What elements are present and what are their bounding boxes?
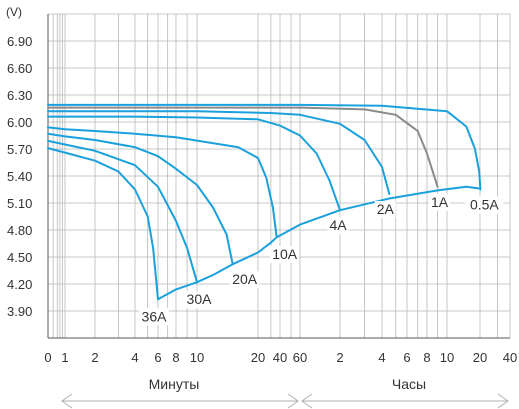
x-tick-label: 20 bbox=[473, 350, 487, 365]
y-tick-label: 6.90 bbox=[7, 34, 32, 49]
series-line-20A bbox=[47, 132, 234, 266]
x-tick-label: 8 bbox=[423, 350, 430, 365]
x-tick-label: 4 bbox=[131, 350, 138, 365]
x-tick-label: 4 bbox=[378, 350, 385, 365]
series-label-bg bbox=[139, 308, 169, 326]
discharge-curves bbox=[47, 103, 482, 301]
series-label-bg bbox=[465, 196, 504, 214]
series-label-bg bbox=[184, 291, 214, 309]
x-tick-label: 0 bbox=[44, 350, 51, 365]
x-tick-label: 20 bbox=[251, 350, 265, 365]
x-tick-label: 1 bbox=[61, 350, 68, 365]
arrow-head-icon bbox=[497, 393, 509, 409]
series-line-1A bbox=[47, 106, 439, 188]
series-label-bg bbox=[327, 217, 349, 235]
x-axis-groups: Минуты Часы bbox=[61, 376, 509, 409]
series-line-4A bbox=[47, 115, 341, 212]
series-label-bg bbox=[269, 246, 300, 264]
series-label-10A: 10A bbox=[272, 246, 298, 262]
x-tick-label: 10 bbox=[440, 350, 454, 365]
x-tick-label: 2 bbox=[336, 350, 343, 365]
series-line-30A bbox=[47, 139, 198, 284]
y-tick-label: 5.70 bbox=[7, 142, 32, 157]
series-line-2A bbox=[47, 110, 391, 195]
series-label-bg bbox=[429, 193, 451, 211]
y-tick-label: 4.50 bbox=[7, 250, 32, 265]
axes bbox=[47, 14, 510, 339]
x-tick-label: 8 bbox=[172, 350, 179, 365]
y-tick-label: 3.90 bbox=[7, 304, 32, 319]
series-line-36A bbox=[47, 147, 159, 301]
series-label-1A: 1A bbox=[431, 194, 449, 210]
x-tick-label: 2 bbox=[91, 350, 98, 365]
x-tick-label: 40 bbox=[273, 350, 287, 365]
y-tick-label: 6.30 bbox=[7, 88, 32, 103]
x-tick-label: 6 bbox=[154, 350, 161, 365]
x-tick-label: 6 bbox=[403, 350, 410, 365]
y-tick-label: 6.00 bbox=[7, 115, 32, 130]
x-tick-label: 60 bbox=[293, 350, 307, 365]
tick-labels: (V) 6.90 6.60 6.30 6.00 5.70 5.40 5.10 4.80 4.50 4… bbox=[6, 5, 517, 365]
y-unit-label: (V) bbox=[6, 5, 22, 19]
series-label-0_5A: 0.5A bbox=[470, 197, 499, 213]
series-line-10A bbox=[47, 126, 278, 239]
y-tick-label: 5.40 bbox=[7, 169, 32, 184]
arrow-head-icon bbox=[61, 393, 73, 409]
series-label-2A: 2A bbox=[377, 201, 395, 217]
y-tick-label: 4.20 bbox=[7, 277, 32, 292]
x-tick-label: 10 bbox=[190, 350, 204, 365]
series-label-bg bbox=[374, 201, 396, 218]
series-label-30A: 30A bbox=[187, 291, 213, 307]
y-tick-label: 4.80 bbox=[7, 223, 32, 238]
series-line-0_5A bbox=[47, 103, 482, 191]
x-tick-label: 40 bbox=[503, 350, 517, 365]
y-tick-label: 5.10 bbox=[7, 196, 32, 211]
series-label-20A: 20A bbox=[232, 271, 258, 287]
arrow-head-icon bbox=[287, 393, 299, 409]
x-group-label-hours: Часы bbox=[392, 376, 426, 392]
series-label-4A: 4A bbox=[329, 217, 347, 233]
end-voltage-line bbox=[157, 185, 481, 301]
arrow-head-icon bbox=[301, 393, 313, 409]
series-label-36A: 36A bbox=[142, 308, 168, 324]
x-group-label-minutes: Минуты bbox=[149, 376, 200, 392]
series-label-bg bbox=[229, 271, 260, 289]
y-tick-label: 6.60 bbox=[7, 61, 32, 76]
grid bbox=[48, 13, 511, 338]
series-labels: 36A 30A 20A 10A 4A 2A 1A 0.5A bbox=[139, 193, 504, 326]
